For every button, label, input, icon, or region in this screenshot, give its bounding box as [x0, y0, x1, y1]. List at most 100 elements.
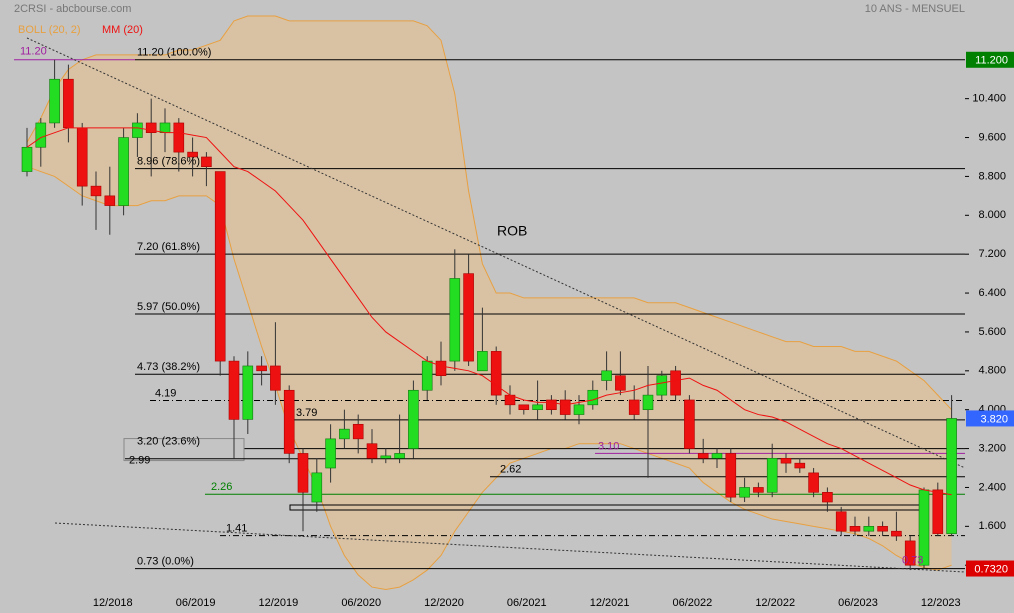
candle-body: [532, 404, 543, 410]
extreme-label: 11.20: [20, 46, 47, 58]
candle-body: [187, 151, 198, 158]
y-tick-label: 1.600: [978, 520, 1006, 532]
price-marker-label: 0.7320: [974, 563, 1008, 575]
level-label: 1.41: [226, 522, 247, 534]
candle-body: [546, 399, 557, 410]
y-tick-label: 4.800: [978, 365, 1006, 377]
chart-title: 2CRSI - abcbourse.com: [14, 3, 131, 15]
y-tick-label: 2.400: [978, 481, 1006, 493]
candle-body: [283, 389, 295, 454]
candle-body: [35, 122, 47, 148]
candle-body: [863, 526, 875, 532]
x-tick-label: 06/2021: [507, 597, 547, 609]
annotation: ROB: [497, 223, 527, 239]
extreme-label: 0.73: [902, 555, 923, 567]
candle-body: [739, 487, 750, 498]
price-marker: [966, 410, 1014, 427]
y-tick-label: 5.600: [978, 326, 1006, 338]
fib-label: 7.20 (61.8%): [137, 241, 200, 253]
x-tick-label: 12/2018: [93, 597, 133, 609]
candle-body: [684, 399, 695, 449]
candle-body: [477, 351, 488, 372]
candle-body: [76, 127, 88, 187]
candle-body: [877, 526, 888, 532]
candle-body: [380, 455, 392, 459]
x-tick-label: 12/2022: [755, 597, 795, 609]
level-label: 2.62: [500, 464, 521, 476]
candle-body: [766, 457, 778, 493]
legend-entry: BOLL (20, 2): [18, 24, 81, 36]
candle-body: [159, 122, 171, 133]
bollinger-lower: [26, 166, 952, 591]
level-label: 3.10: [598, 440, 619, 452]
y-tick-label: 8.000: [978, 209, 1006, 221]
level-layer: [14, 59, 969, 570]
candle-body: [366, 443, 378, 459]
level-label: 4.19: [155, 387, 176, 399]
candle-body: [670, 370, 681, 396]
candle-body: [849, 526, 861, 532]
candle-body: [642, 394, 654, 410]
candle-body: [256, 365, 267, 372]
candle-body: [601, 370, 612, 381]
fib-label: 5.97 (50.0%): [137, 301, 200, 313]
candle-body: [21, 146, 33, 172]
x-tick-label: 12/2020: [424, 597, 464, 609]
candle-body: [753, 487, 764, 493]
candle-body: [408, 389, 419, 449]
candle-body: [63, 78, 74, 129]
x-tick-label: 06/2022: [673, 597, 713, 609]
candle-body: [270, 365, 281, 391]
candle-body: [518, 404, 530, 410]
candle-body: [394, 453, 405, 459]
candle-body: [228, 360, 240, 420]
bollinger-upper: [26, 15, 952, 411]
candle-body: [339, 428, 350, 440]
x-tick-label: 06/2019: [176, 597, 216, 609]
price-marker: [966, 560, 1014, 577]
candle-body: [573, 404, 585, 415]
candle-body: [449, 278, 461, 362]
x-tick-label: 06/2023: [838, 597, 878, 609]
candle-body: [242, 365, 254, 420]
candle-body: [615, 375, 626, 391]
level-label: 2.26: [211, 481, 232, 493]
y-tick-label: 10.400: [972, 93, 1006, 105]
y-tick-label: 7.200: [978, 248, 1006, 260]
candle-body: [90, 185, 102, 197]
candle-body: [421, 360, 433, 391]
candle-body: [49, 78, 60, 124]
y-tick-label: 6.400: [978, 287, 1006, 299]
fib-label: 4.73 (38.2%): [137, 361, 200, 373]
candle-body: [463, 273, 474, 362]
candle-body: [711, 453, 723, 459]
candle-body: [132, 122, 143, 138]
candle-body: [794, 462, 806, 469]
candle-body: [780, 457, 792, 464]
candle-body: [656, 375, 668, 396]
candle-body: [697, 453, 709, 459]
level-label: 3.79: [296, 407, 317, 419]
x-tick-label: 12/2019: [259, 597, 299, 609]
legend-entry: MM (20): [102, 24, 143, 36]
candle-body: [946, 418, 957, 534]
y-tick-label: 9.600: [978, 131, 1006, 143]
price-marker-label: 11.200: [975, 55, 1008, 67]
candle-body: [822, 492, 833, 503]
candle-body: [173, 122, 185, 153]
moving-average: [26, 127, 952, 496]
candle-body: [214, 171, 226, 362]
candle-body: [490, 351, 502, 396]
level-label: 2.99: [129, 455, 150, 467]
fib-label: 8.96 (78.6%): [137, 156, 200, 168]
candle-body: [435, 360, 447, 376]
candle-body: [297, 453, 309, 493]
x-tick-label: 12/2021: [590, 597, 630, 609]
candle-body: [559, 399, 571, 415]
bollinger-fill: [27, 16, 952, 590]
x-tick-label: 12/2023: [921, 597, 961, 609]
candle-layer: [21, 59, 957, 571]
candle-body: [725, 453, 737, 498]
